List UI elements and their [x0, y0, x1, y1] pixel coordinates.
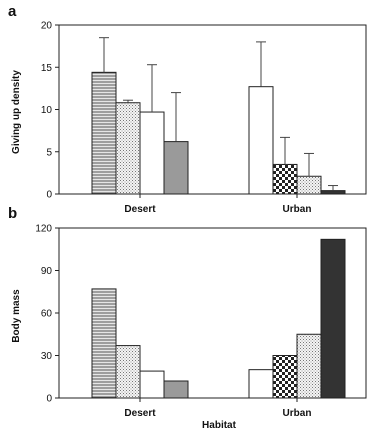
- bars-a: [91, 37, 346, 195]
- bar: [248, 369, 274, 399]
- bar: [139, 111, 165, 195]
- y-tick-label: 90: [41, 266, 53, 277]
- y-axis-label-b: Body mass: [11, 289, 22, 343]
- category-label: Desert: [124, 408, 156, 419]
- bar: [115, 102, 141, 195]
- y-tick-label: 120: [35, 224, 52, 235]
- y-tick-label: 15: [41, 63, 53, 74]
- bars-b: [91, 238, 346, 399]
- bar: [91, 288, 117, 399]
- panel-b: b Body mass 0 30 60 90 120 Desert Urban Habit…: [8, 205, 367, 431]
- bar: [163, 380, 189, 399]
- bar: [139, 370, 165, 399]
- y-tick-label: 60: [41, 309, 53, 320]
- bar: [272, 355, 298, 399]
- y-tick-label: 20: [41, 21, 53, 32]
- bar: [91, 71, 117, 195]
- bar: [320, 238, 346, 399]
- category-label: Urban: [283, 204, 312, 215]
- category-labels-a: Desert Urban: [124, 194, 311, 215]
- panel-letter-b: b: [8, 205, 17, 222]
- bar: [272, 163, 298, 195]
- bar: [296, 175, 322, 195]
- bar: [163, 141, 189, 195]
- bar: [115, 345, 141, 399]
- panel-a: a Giving up density 0 5 10 15 20 Desert Urban: [8, 3, 367, 215]
- y-tick-label: 30: [41, 351, 53, 362]
- y-ticks-a: 0 5 10 15 20: [41, 21, 59, 201]
- bar: [248, 86, 274, 195]
- category-label: Urban: [283, 408, 312, 419]
- y-tick-label: 0: [46, 394, 52, 405]
- y-ticks-b: 0 30 60 90 120: [35, 224, 59, 405]
- y-tick-label: 5: [46, 147, 52, 158]
- bar: [296, 333, 322, 399]
- y-axis-label-a: Giving up density: [11, 70, 22, 154]
- category-labels-b: Desert Urban: [124, 398, 311, 419]
- panel-letter-a: a: [8, 3, 17, 20]
- x-axis-label-b: Habitat: [202, 420, 237, 431]
- category-label: Desert: [124, 204, 156, 215]
- y-tick-label: 10: [41, 105, 53, 116]
- y-tick-label: 0: [46, 190, 52, 201]
- bar: [320, 190, 346, 195]
